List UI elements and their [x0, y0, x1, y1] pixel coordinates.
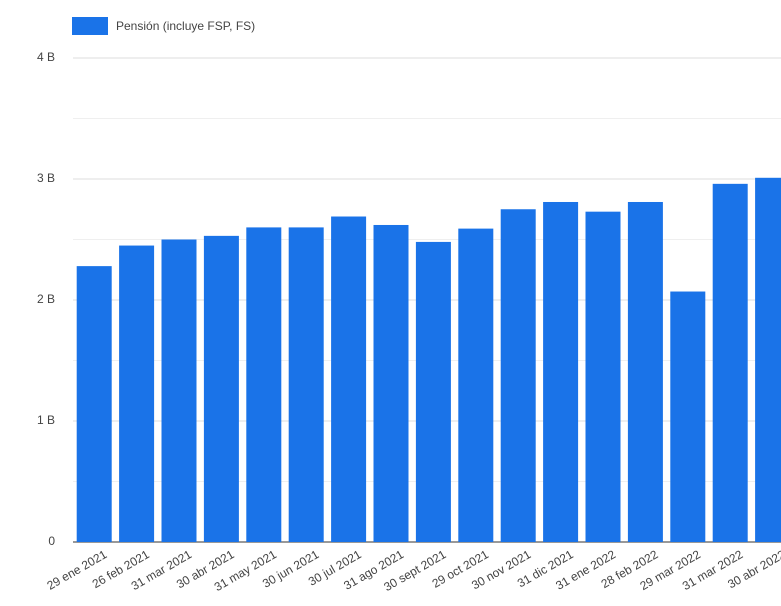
- bar: [543, 201, 579, 543]
- bar: [373, 224, 409, 543]
- y-tick-label: 3 B: [37, 171, 55, 185]
- bar: [331, 216, 367, 542]
- bar: [288, 227, 324, 542]
- bar: [415, 241, 451, 543]
- bar: [712, 183, 748, 542]
- y-tick-label: 4 B: [37, 50, 55, 64]
- bar: [161, 239, 197, 542]
- legend-label: Pensión (incluye FSP, FS): [116, 19, 255, 33]
- y-tick-label: 0: [48, 534, 55, 548]
- bar: [670, 291, 706, 542]
- bar: [585, 211, 621, 543]
- bar: [246, 227, 282, 542]
- bar: [76, 266, 112, 542]
- y-tick-label: 1 B: [37, 413, 55, 427]
- bar: [755, 177, 781, 543]
- legend-swatch: [72, 17, 108, 35]
- bar: [119, 245, 155, 543]
- bar: [458, 228, 494, 543]
- bar: [627, 201, 663, 543]
- y-tick-label: 2 B: [37, 292, 55, 306]
- bar: [203, 235, 239, 542]
- bar: [500, 209, 536, 542]
